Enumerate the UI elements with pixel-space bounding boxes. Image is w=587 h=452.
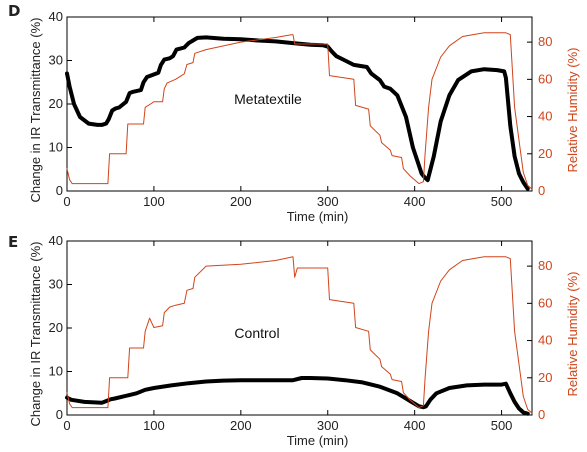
- y-right-axis-label: Relative Humidity (%): [565, 272, 580, 397]
- sample-annotation: Metatextile: [234, 91, 302, 107]
- y-right-tick-label: 60: [538, 71, 552, 86]
- y-tick-label: 20: [49, 320, 63, 335]
- chart-panel-e: E0 100 200 300 400 500010203040020406080Time …: [8, 233, 580, 448]
- y-right-tick-label: 80: [538, 34, 552, 49]
- y-right-tick-label: 40: [538, 109, 552, 124]
- y-tick-label: 10: [49, 140, 63, 155]
- y-tick-label: 20: [49, 96, 63, 111]
- y-tick-label: 30: [49, 277, 63, 292]
- x-tick-label: 500: [491, 418, 513, 433]
- y-tick-label: 30: [49, 53, 63, 68]
- plot-frame-e: [66, 240, 533, 416]
- humidity-series-line: [66, 256, 533, 414]
- panel-letter-e: E: [8, 233, 18, 251]
- y-right-tick-label: 20: [538, 146, 552, 161]
- chart-panel-d: D0 100 200 300 400 500010203040020406080Time …: [8, 2, 580, 224]
- y-tick-label: 10: [49, 364, 63, 379]
- x-tick-label: 400: [404, 194, 426, 209]
- x-tick-label: 300: [317, 194, 339, 209]
- y-axis-label: Change in IR Transmittance (%): [28, 242, 43, 427]
- y-right-tick-label: 20: [538, 370, 552, 385]
- x-tick-label: 100: [143, 418, 165, 433]
- x-axis-label: Time (min): [287, 209, 349, 224]
- x-axis-label: Time (min): [287, 433, 349, 448]
- transmittance-series-line: [65, 376, 530, 416]
- y-right-tick-label: 80: [538, 258, 552, 273]
- y-tick-label: 0: [56, 407, 63, 422]
- x-tick-label: 400: [404, 418, 426, 433]
- panel-letter-d: D: [8, 2, 20, 20]
- y-axis-label: Change in IR Transmittance (%): [28, 18, 43, 203]
- x-tick-label: 200: [230, 194, 252, 209]
- transmittance-series-line: [65, 35, 530, 191]
- y-right-tick-label: 0: [538, 407, 545, 422]
- x-tick-label: 0: [63, 194, 70, 209]
- x-tick-label: 200: [230, 418, 252, 433]
- y-tick-label: 40: [49, 9, 63, 24]
- y-right-tick-label: 0: [538, 183, 545, 198]
- y-tick-label: 0: [56, 183, 63, 198]
- sample-annotation: Control: [234, 325, 279, 341]
- y-right-axis-label: Relative Humidity (%): [565, 48, 580, 173]
- x-tick-label: 0: [63, 418, 70, 433]
- y-tick-label: 40: [49, 233, 63, 248]
- y-right-tick-label: 40: [538, 333, 552, 348]
- y-right-tick-label: 60: [538, 295, 552, 310]
- x-tick-label: 500: [491, 194, 513, 209]
- humidity-series-line: [66, 32, 533, 190]
- x-tick-label: 300: [317, 418, 339, 433]
- x-tick-label: 100: [143, 194, 165, 209]
